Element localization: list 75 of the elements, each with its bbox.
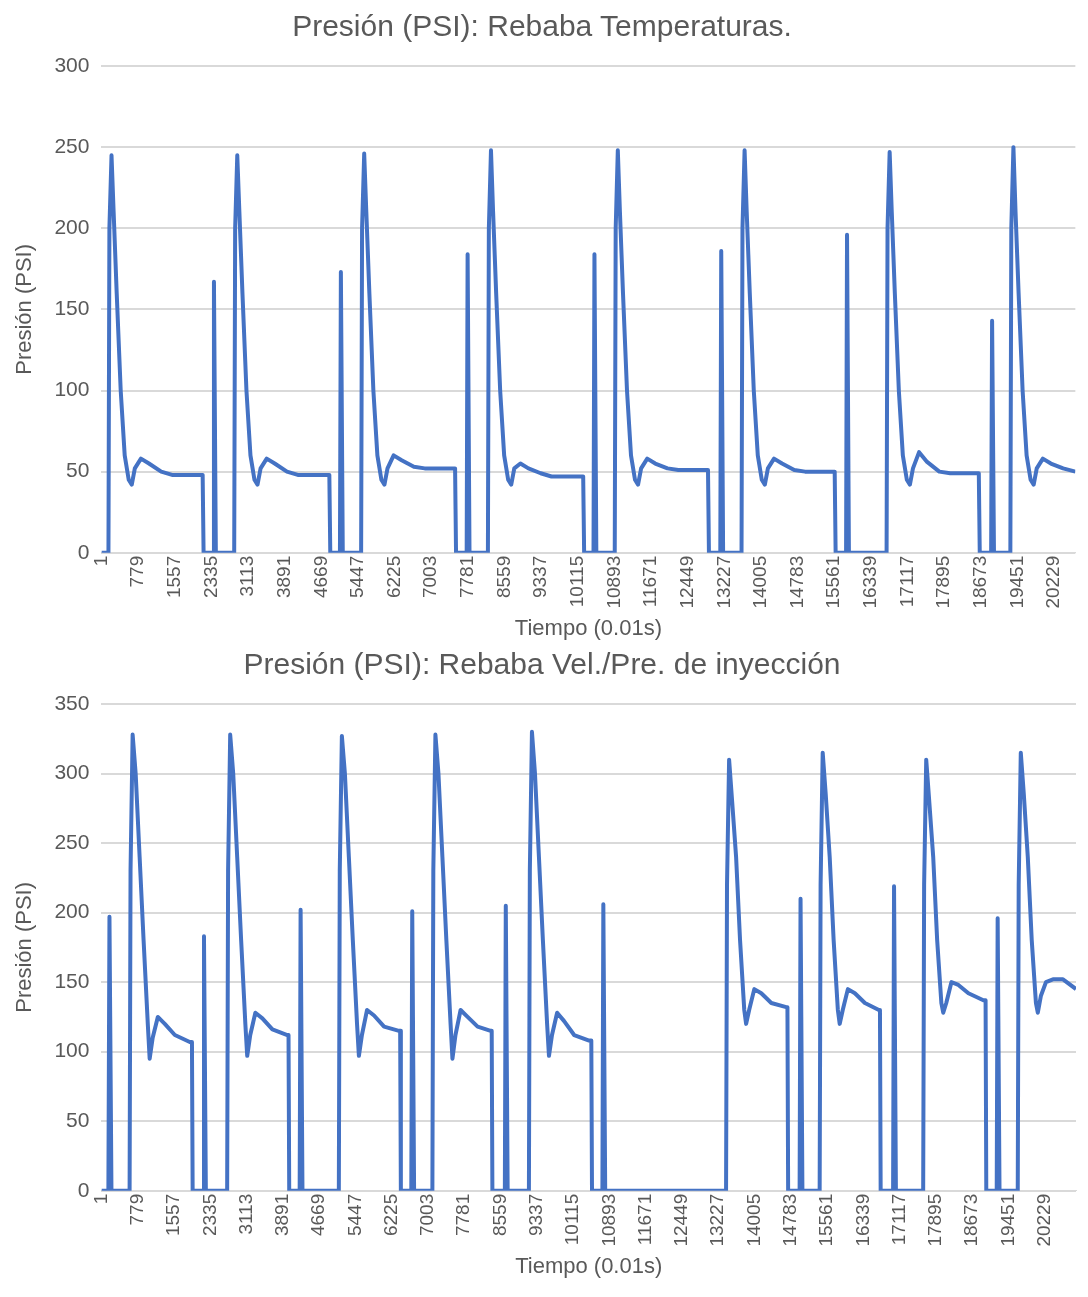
x-tick-label: 3113 <box>236 555 258 597</box>
x-tick-label: 779 <box>125 1193 147 1226</box>
x-tick-label: 12449 <box>675 555 697 609</box>
x-tick-label: 17895 <box>924 1193 946 1247</box>
y-tick-label: 50 <box>66 458 90 482</box>
x-tick-label: 7781 <box>452 1193 474 1237</box>
x-tick-label: 6225 <box>379 1193 401 1237</box>
y-tick-label: 250 <box>54 829 90 853</box>
x-tick-label: 19451 <box>996 1193 1018 1247</box>
x-tick-label: 11671 <box>633 1193 655 1246</box>
x-tick-label: 20229 <box>1032 1193 1054 1247</box>
x-tick-label: 779 <box>126 555 148 588</box>
x-tick-label: 3113 <box>234 1193 256 1235</box>
x-tick-label: 10115 <box>566 555 588 608</box>
y-tick-label: 350 <box>54 690 90 714</box>
x-tick-label: 14005 <box>749 555 771 609</box>
x-tick-label: 7003 <box>419 555 441 599</box>
x-tick-label: 13227 <box>712 555 734 609</box>
x-tick-label: 1557 <box>162 1193 184 1237</box>
x-tick-label: 17895 <box>932 555 954 609</box>
x-tick-label: 7781 <box>456 555 478 599</box>
x-tick-label: 3891 <box>272 555 294 599</box>
x-tick-label: 19451 <box>1005 555 1027 609</box>
x-tick-label: 12449 <box>670 1193 692 1247</box>
x-tick-label: 6225 <box>382 555 404 599</box>
x-tick-label: 15561 <box>822 555 844 609</box>
y-tick-label: 200 <box>54 215 90 239</box>
x-tick-label: 1 <box>89 1193 111 1205</box>
chart-title: Presión (PSI): Rebaba Vel./Pre. de inyección <box>243 647 841 681</box>
x-tick-label: 14783 <box>785 555 807 609</box>
x-tick-label: 7003 <box>416 1193 438 1237</box>
x-tick-label: 18673 <box>960 1193 982 1247</box>
x-tick-label: 16339 <box>859 555 881 609</box>
x-axis-title: Tiempo (0.01s) <box>515 1252 663 1278</box>
y-tick-label: 0 <box>77 1177 90 1201</box>
x-tick-label: 13227 <box>706 1193 728 1247</box>
x-tick-label: 16339 <box>851 1193 873 1247</box>
x-axis-title: Tiempo (0.01s) <box>514 614 662 640</box>
y-tick-label: 200 <box>54 899 90 923</box>
x-tick-label: 3891 <box>271 1193 293 1237</box>
y-tick-label: 300 <box>54 760 90 784</box>
x-tick-label: 4669 <box>307 1193 329 1237</box>
y-tick-label: 300 <box>54 52 90 76</box>
y-axis-title: Presión (PSI) <box>11 881 37 1013</box>
x-tick-label: 8559 <box>488 1193 510 1237</box>
x-tick-label: 14005 <box>742 1193 764 1247</box>
chart-title: Presión (PSI): Rebaba Temperaturas. <box>292 9 792 43</box>
x-tick-label: 2335 <box>199 555 221 599</box>
y-tick-label: 150 <box>54 968 90 992</box>
x-tick-label: 9337 <box>525 1193 547 1237</box>
x-tick-label: 8559 <box>492 555 514 599</box>
x-tick-label: 11671 <box>639 555 661 608</box>
y-tick-label: 100 <box>54 377 90 401</box>
x-tick-label: 5447 <box>346 555 368 599</box>
x-tick-label: 17117 <box>895 555 917 608</box>
x-tick-label: 9337 <box>529 555 551 599</box>
y-tick-label: 250 <box>54 133 90 157</box>
x-tick-label: 10893 <box>597 1193 619 1247</box>
x-tick-label: 1 <box>89 555 111 567</box>
x-tick-label: 18673 <box>969 555 991 609</box>
y-tick-label: 150 <box>54 296 90 320</box>
x-tick-label: 2335 <box>198 1193 220 1237</box>
x-tick-label: 1557 <box>162 555 184 599</box>
x-tick-label: 10893 <box>602 555 624 609</box>
x-tick-label: 20229 <box>1042 555 1064 609</box>
y-tick-label: 0 <box>77 539 90 563</box>
x-tick-label: 15561 <box>815 1193 837 1247</box>
x-tick-label: 10115 <box>561 1193 583 1246</box>
x-tick-label: 5447 <box>343 1193 365 1237</box>
x-tick-label: 4669 <box>309 555 331 599</box>
x-tick-label: 17117 <box>887 1193 909 1246</box>
y-axis-title: Presión (PSI) <box>11 243 37 375</box>
x-tick-label: 14783 <box>778 1193 800 1247</box>
y-tick-label: 100 <box>54 1038 90 1062</box>
y-tick-label: 50 <box>66 1108 90 1132</box>
